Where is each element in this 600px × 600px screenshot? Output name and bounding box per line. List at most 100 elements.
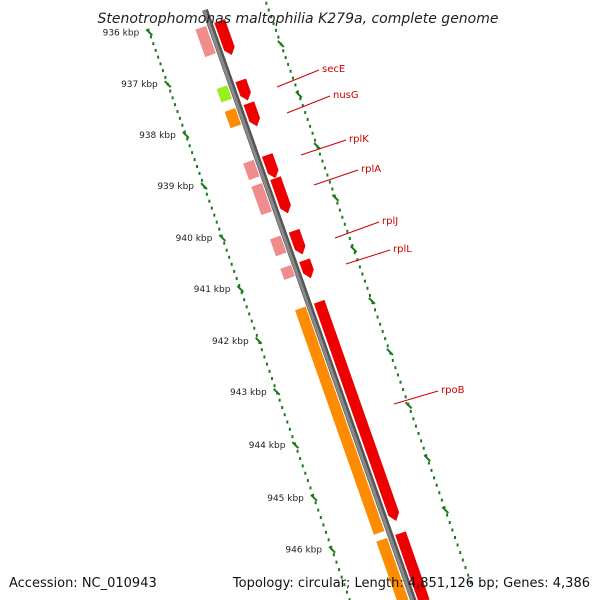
kbp-label: 945 kbp bbox=[267, 494, 304, 504]
tick-dot bbox=[291, 435, 294, 439]
tick-dot bbox=[435, 483, 438, 487]
kbp-tick bbox=[200, 182, 208, 190]
tick-dot bbox=[368, 293, 371, 297]
tick-dot bbox=[348, 236, 351, 240]
tick-dot bbox=[289, 69, 292, 73]
tick-dot bbox=[243, 298, 246, 302]
tick-dot bbox=[200, 178, 203, 182]
tick-dot bbox=[381, 329, 384, 333]
kbp-tick bbox=[328, 546, 336, 554]
tick-dot bbox=[323, 166, 326, 170]
tick-dot bbox=[268, 369, 271, 373]
kbp-tick bbox=[404, 401, 413, 410]
tick-dot bbox=[446, 513, 449, 517]
tick-dot bbox=[278, 398, 281, 402]
tick-dot bbox=[277, 35, 280, 39]
tick-dot bbox=[356, 258, 359, 262]
tick-dot bbox=[152, 42, 155, 46]
gene-label-nusG: nusG bbox=[333, 90, 359, 101]
gene-block bbox=[298, 257, 315, 280]
tick-dot bbox=[213, 213, 216, 217]
tick-dot bbox=[309, 486, 312, 490]
tick-dot bbox=[459, 551, 462, 555]
tick-dot bbox=[304, 111, 307, 115]
kbp-tick bbox=[236, 285, 245, 293]
tick-dot bbox=[205, 192, 208, 196]
tick-dot bbox=[425, 454, 428, 458]
gene-block bbox=[287, 227, 307, 256]
kbp-label: 941 kbp bbox=[194, 285, 231, 295]
tick-dot bbox=[366, 286, 369, 290]
topology-text: Topology: circular; Length: 4,851,126 bp… bbox=[232, 576, 590, 591]
gene-block bbox=[279, 263, 296, 281]
tick-dot bbox=[186, 137, 189, 141]
gene-block bbox=[294, 305, 386, 536]
tick-dot bbox=[328, 180, 331, 184]
tick-dot bbox=[412, 417, 415, 421]
tick-dot bbox=[448, 521, 451, 525]
tick-dot bbox=[353, 251, 356, 255]
tick-dot bbox=[198, 171, 201, 175]
tick-dot bbox=[265, 362, 268, 366]
tick-dot bbox=[417, 431, 420, 435]
tick-dot bbox=[178, 116, 181, 120]
kbp-tick bbox=[441, 506, 450, 514]
tick-dot bbox=[210, 206, 213, 210]
tick-dot bbox=[306, 479, 309, 483]
kbp-tick bbox=[386, 348, 394, 356]
tick-dot bbox=[281, 405, 284, 409]
tick-dot bbox=[358, 265, 361, 269]
gene-block bbox=[269, 175, 292, 215]
tick-dot bbox=[238, 284, 241, 288]
kbp-label: 942 kbp bbox=[212, 337, 249, 347]
tick-dot bbox=[248, 312, 251, 316]
tick-dot bbox=[467, 573, 470, 577]
gene-leader-line bbox=[300, 139, 347, 156]
gene-block bbox=[260, 152, 280, 180]
tick-dot bbox=[443, 506, 446, 510]
gene-label-rpoB: rpoB bbox=[441, 385, 465, 396]
tick-dot bbox=[318, 152, 321, 156]
tick-dot bbox=[271, 377, 274, 381]
tick-dot bbox=[340, 575, 343, 579]
tick-dot bbox=[304, 471, 307, 475]
tick-dot bbox=[391, 358, 394, 362]
tick-dot bbox=[196, 164, 199, 168]
gene-label-rplL: rplL bbox=[393, 244, 412, 255]
tick-dot bbox=[376, 315, 379, 319]
tick-dot bbox=[319, 516, 322, 520]
kbp-tick bbox=[349, 245, 358, 253]
kbp-tick bbox=[291, 441, 300, 449]
gene-leader-line bbox=[345, 249, 391, 265]
gene-block bbox=[242, 158, 261, 182]
gene-leader-line bbox=[393, 390, 439, 405]
tick-dot bbox=[331, 187, 334, 191]
tick-dot bbox=[402, 388, 405, 392]
tick-dot bbox=[396, 373, 399, 377]
tick-dot bbox=[255, 333, 258, 337]
tick-dot bbox=[282, 49, 285, 53]
kbp-label: 946 kbp bbox=[285, 546, 322, 556]
tick-dot bbox=[321, 159, 324, 163]
tick-dot bbox=[335, 560, 338, 564]
gene-label-secE: secE bbox=[322, 64, 345, 75]
tick-dot bbox=[253, 326, 256, 330]
kbp-tick bbox=[272, 388, 281, 396]
tick-dot bbox=[228, 255, 231, 259]
kbp-label: 939 kbp bbox=[157, 182, 194, 192]
tick-dot bbox=[193, 158, 196, 162]
tick-dot bbox=[274, 28, 277, 32]
tick-dot bbox=[286, 420, 289, 424]
tick-dot bbox=[294, 83, 297, 87]
tick-dot bbox=[469, 581, 472, 585]
tick-dot bbox=[188, 144, 191, 148]
tick-dot bbox=[169, 89, 172, 93]
tick-dot bbox=[420, 439, 423, 443]
gene-block bbox=[394, 530, 431, 600]
tick-dot bbox=[345, 590, 348, 594]
tick-dot bbox=[159, 62, 162, 66]
gene-block bbox=[223, 107, 243, 130]
gene-block bbox=[242, 100, 261, 128]
gene-features bbox=[194, 18, 431, 600]
